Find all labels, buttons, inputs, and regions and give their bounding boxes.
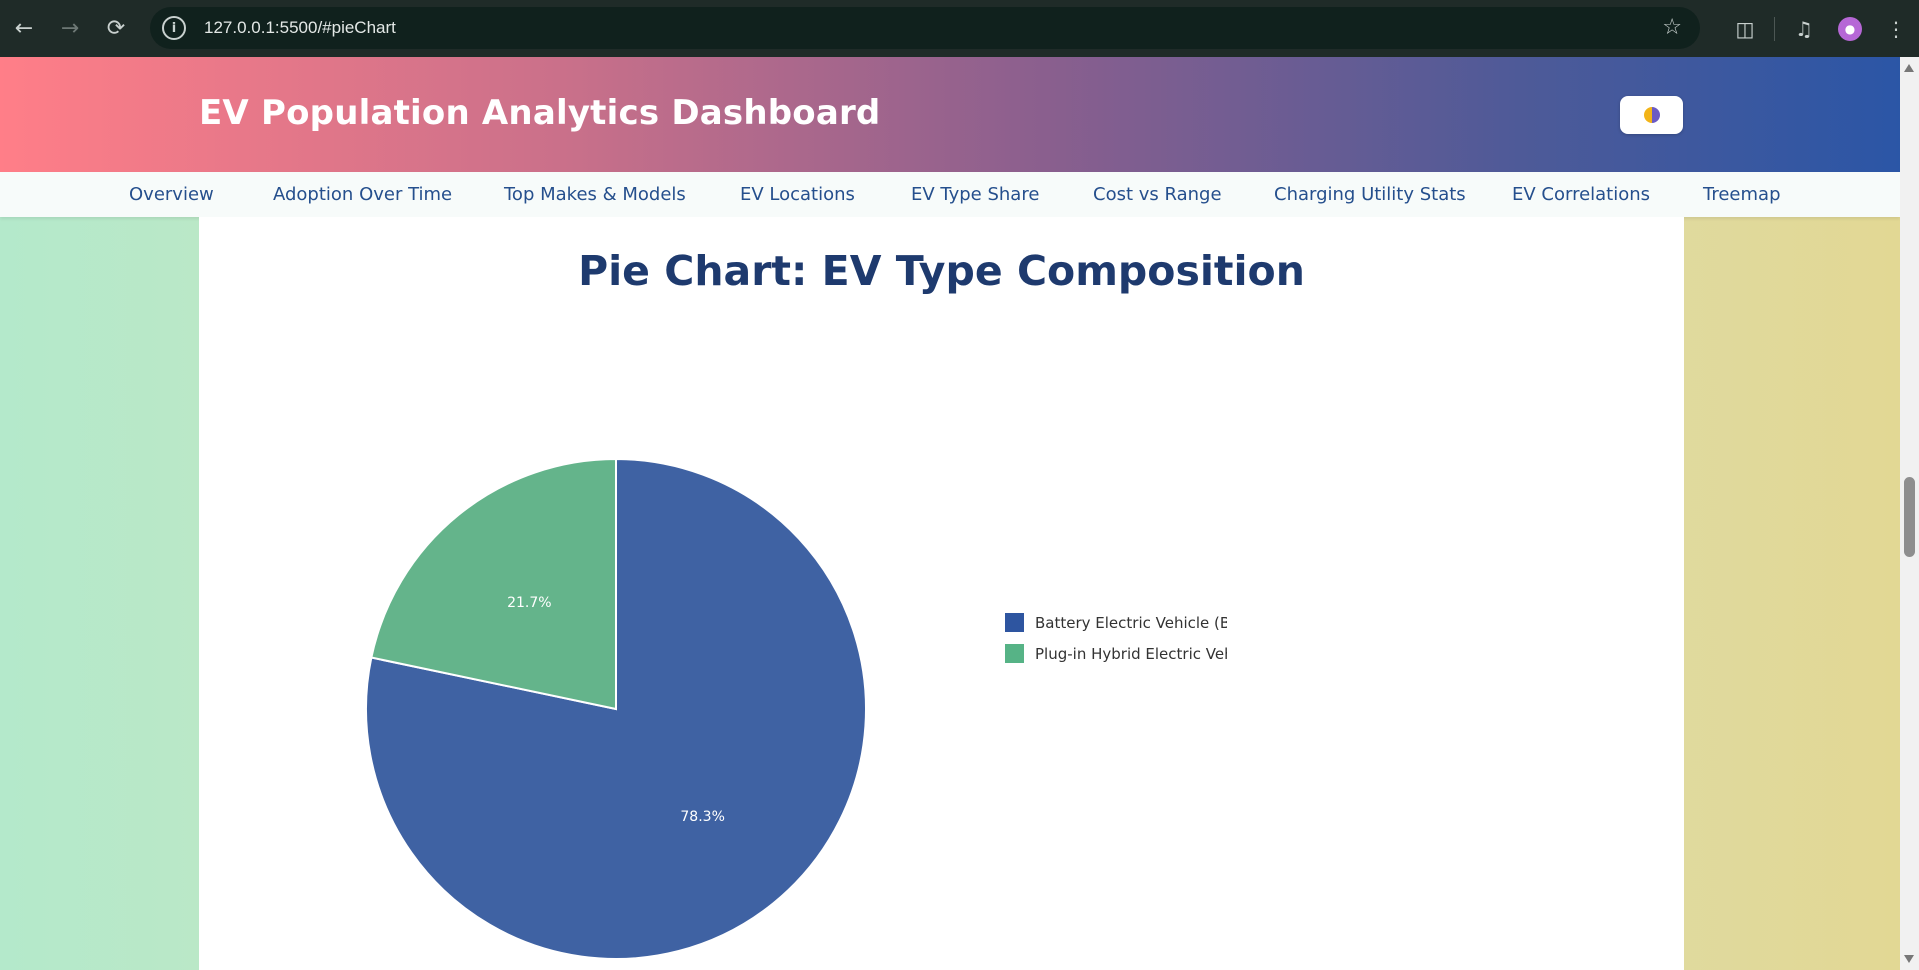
- reload-icon[interactable]: ⟳: [106, 16, 126, 41]
- nav-cost-vs-range[interactable]: Cost vs Range: [1093, 184, 1222, 205]
- browser-toolbar: ← → ⟳ i 127.0.0.1:5500/#pieChart ☆ ◫ ♫ ●…: [0, 0, 1919, 57]
- pie-slice-phev[interactable]: [370, 457, 617, 711]
- pie-chart-card: Pie Chart: EV Type Composition 78.3% 21.7…: [199, 217, 1684, 970]
- legend-swatch: [1005, 644, 1024, 663]
- nav-treemap[interactable]: Treemap: [1703, 184, 1781, 205]
- page-viewport: EV Population Analytics Dashboard Overvi…: [0, 57, 1900, 970]
- menu-icon[interactable]: ⋮: [1886, 16, 1906, 41]
- chart-legend: Battery Electric Vehicle (BEV Plug-in Hyb…: [1005, 607, 1227, 677]
- media-icon[interactable]: ♫: [1795, 16, 1813, 41]
- nav-top-makes-models[interactable]: Top Makes & Models: [504, 184, 686, 205]
- page-scrollbar[interactable]: [1900, 57, 1919, 970]
- legend-item-bev[interactable]: Battery Electric Vehicle (BEV: [1005, 607, 1227, 638]
- legend-label: Battery Electric Vehicle (BEV: [1035, 613, 1227, 632]
- legend-item-phev[interactable]: Plug-in Hybrid Electric Vehi: [1005, 638, 1227, 669]
- forward-icon[interactable]: →: [60, 16, 80, 41]
- theme-toggle-button[interactable]: [1620, 96, 1683, 134]
- pie-chart: 78.3% 21.7%: [365, 457, 867, 960]
- nav-ev-locations[interactable]: EV Locations: [740, 184, 855, 205]
- url-text[interactable]: 127.0.0.1:5500/#pieChart: [204, 18, 396, 37]
- nav-adoption-over-time[interactable]: Adoption Over Time: [273, 184, 453, 205]
- extensions-icon[interactable]: ◫: [1735, 16, 1755, 41]
- theme-toggle-icon: [1643, 107, 1660, 123]
- nav-ev-type-share[interactable]: EV Type Share: [911, 184, 1040, 205]
- scroll-down-icon[interactable]: [1904, 955, 1914, 963]
- legend-swatch: [1005, 613, 1024, 632]
- page-title: EV Population Analytics Dashboard: [199, 93, 881, 133]
- profile-icon[interactable]: ●: [1838, 16, 1862, 41]
- scrollbar-thumb[interactable]: [1904, 477, 1915, 557]
- toolbar-divider: [1774, 16, 1775, 41]
- section-nav: Overview Adoption Over Time Top Makes & …: [0, 172, 1900, 217]
- pie-label-phev: 21.7%: [507, 595, 551, 611]
- section-heading: Pie Chart: EV Type Composition: [578, 247, 1305, 295]
- pie-label-bev: 78.3%: [680, 809, 724, 825]
- site-info-icon[interactable]: i: [162, 16, 186, 40]
- dashboard-header: EV Population Analytics Dashboard: [0, 57, 1900, 172]
- back-icon[interactable]: ←: [14, 16, 34, 41]
- nav-overview[interactable]: Overview: [129, 184, 214, 205]
- star-icon[interactable]: ☆: [1662, 15, 1682, 40]
- address-bar[interactable]: i 127.0.0.1:5500/#pieChart ☆: [150, 7, 1700, 49]
- nav-ev-correlations[interactable]: EV Correlations: [1512, 184, 1651, 205]
- legend-label: Plug-in Hybrid Electric Vehi: [1035, 644, 1227, 663]
- nav-charging-utility-stats[interactable]: Charging Utility Stats: [1274, 184, 1466, 205]
- scroll-up-icon[interactable]: [1904, 64, 1914, 72]
